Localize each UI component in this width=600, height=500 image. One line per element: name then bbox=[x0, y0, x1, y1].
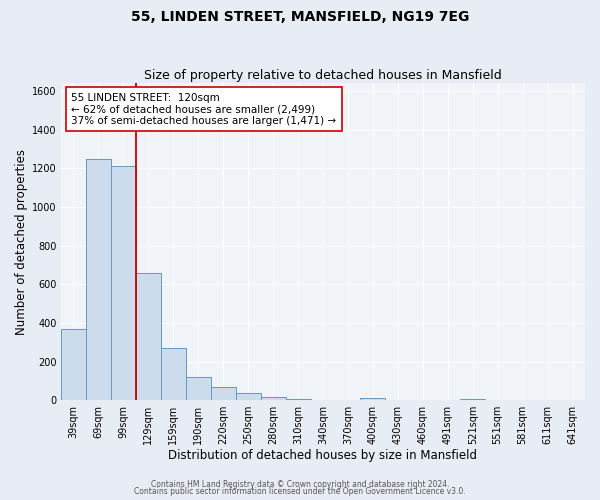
Bar bbox=[361, 398, 385, 400]
Text: Contains public sector information licensed under the Open Government Licence v3: Contains public sector information licen… bbox=[134, 487, 466, 496]
Bar bbox=[161, 348, 186, 401]
Bar bbox=[236, 393, 260, 400]
Bar bbox=[211, 387, 236, 400]
Bar bbox=[260, 396, 286, 400]
Title: Size of property relative to detached houses in Mansfield: Size of property relative to detached ho… bbox=[144, 69, 502, 82]
Bar bbox=[136, 272, 161, 400]
Text: 55, LINDEN STREET, MANSFIELD, NG19 7EG: 55, LINDEN STREET, MANSFIELD, NG19 7EG bbox=[131, 10, 469, 24]
Bar bbox=[186, 377, 211, 400]
Y-axis label: Number of detached properties: Number of detached properties bbox=[15, 149, 28, 335]
Bar bbox=[61, 329, 86, 400]
X-axis label: Distribution of detached houses by size in Mansfield: Distribution of detached houses by size … bbox=[169, 450, 478, 462]
Text: Contains HM Land Registry data © Crown copyright and database right 2024.: Contains HM Land Registry data © Crown c… bbox=[151, 480, 449, 489]
Bar bbox=[111, 166, 136, 400]
Text: 55 LINDEN STREET:  120sqm
← 62% of detached houses are smaller (2,499)
37% of se: 55 LINDEN STREET: 120sqm ← 62% of detach… bbox=[71, 92, 337, 126]
Bar bbox=[86, 158, 111, 400]
